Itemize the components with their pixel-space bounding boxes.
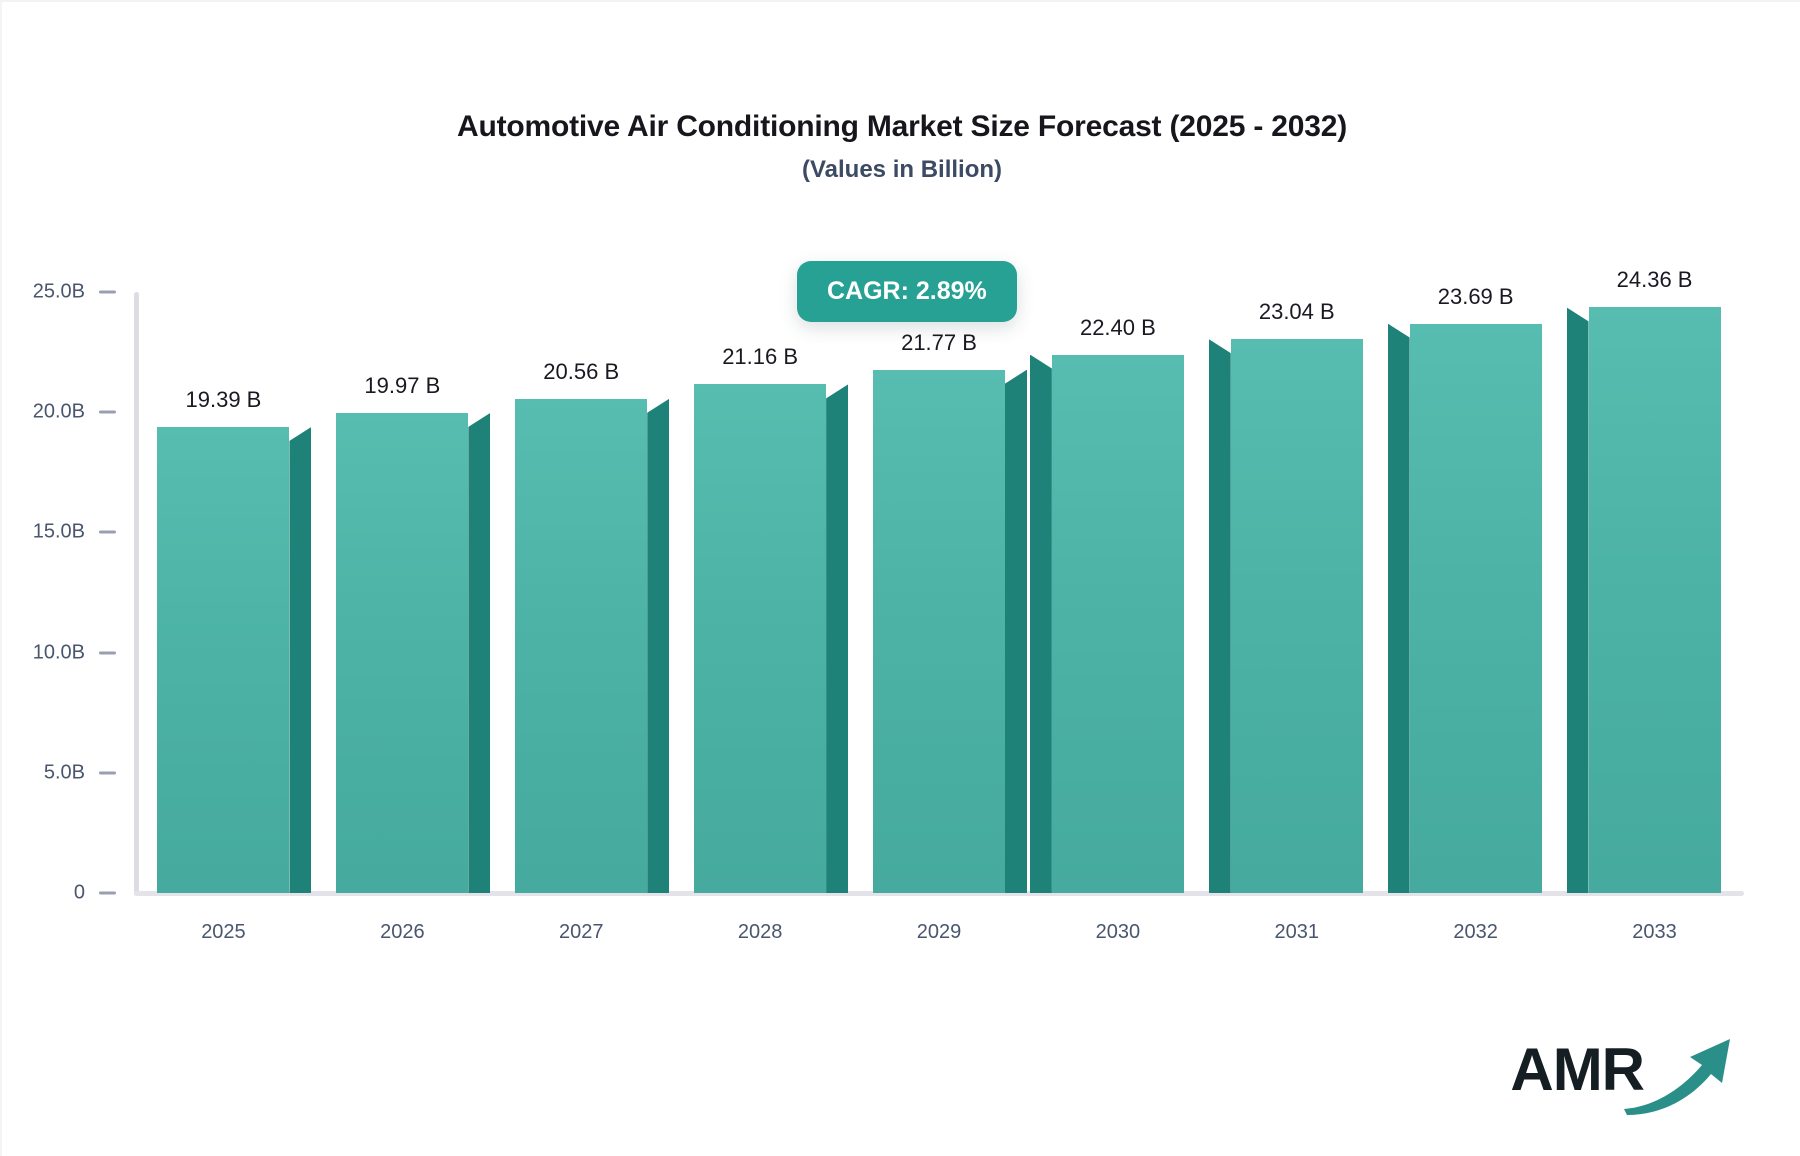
bar[interactable] [336,412,491,893]
y-axis-spine [134,292,139,896]
bar-value-label: 23.04 B [1258,299,1335,325]
x-axis-tick-label: 2025 [201,921,246,943]
cagr-badge: CAGR: 2.89% [797,261,1017,322]
y-axis-tick-mark [99,410,116,414]
x-axis-tick-label: 2032 [1453,921,1498,943]
bar[interactable] [1029,354,1184,893]
bar-value-label: 19.97 B [364,372,441,398]
bar-side-face [647,398,670,893]
x-axis-tick-label: 2028 [737,921,783,943]
bar-side-face [1029,354,1052,893]
bar-side-face [1005,369,1027,893]
y-axis-tick: 20.0B [11,401,134,424]
bar-side-face [1566,307,1589,893]
bar-group[interactable]: 23.69 B 2032 [1387,284,1542,943]
growth-arrow-icon [1618,1029,1738,1120]
bar-front-face [157,426,290,893]
y-axis-tick: 25.0B [11,281,134,304]
amr-wordmark: AMR [1510,1036,1645,1103]
bar-front-face [336,412,469,893]
bar-front-face [873,369,1005,893]
y-axis-tick-mark [99,290,116,294]
bar-series: 19.39 B 2025 19.97 B 2026 20.56 B 2027 21.16 B… [134,267,1744,943]
y-axis-tick-mark [99,651,116,655]
bar[interactable] [1387,323,1542,893]
x-axis-tick-label: 2030 [1095,921,1141,943]
chart-subtitle: (Values in Billion) [801,156,1003,183]
y-axis-tick-mark [99,891,116,895]
bar[interactable] [1566,307,1721,893]
bar-group[interactable]: 21.16 B 2028 [694,344,849,943]
x-axis-tick-label: 2033 [1632,921,1677,943]
bar-value-label: 21.77 B [901,329,977,355]
y-axis-tick-label: 5.0B [43,761,85,784]
bar-group[interactable]: 23.04 B 2031 [1208,299,1363,943]
x-axis-spine [134,891,1744,896]
y-axis-tick: 15.0B [11,521,134,544]
bar[interactable] [873,369,1027,893]
y-axis-tick-label: 15.0B [32,520,85,543]
bar-side-face [289,426,312,893]
y-axis-tick: 0 [11,882,134,905]
bar-group[interactable]: 22.40 B 2030 [1029,315,1184,943]
bar-side-face [1387,323,1410,893]
bar[interactable] [157,426,312,893]
bar-value-label: 22.40 B [1079,314,1156,340]
bar-value-label: 19.39 B [185,386,262,412]
bar-value-label: 20.56 B [543,358,620,384]
x-axis-tick-label: 2026 [380,921,425,943]
bar-group[interactable]: 19.97 B 2026 [336,373,491,943]
y-axis-tick-label: 20.0B [32,400,85,423]
bar-value-label: 23.69 B [1437,283,1514,309]
bar-group[interactable]: 21.77 B 2029 [873,330,1027,943]
y-axis-tick-mark [99,771,116,775]
y-axis-tick-label: 25.0B [32,280,85,303]
chart-title: Automotive Air Conditioning Market Size … [456,110,1348,143]
bar-front-face [1409,323,1542,893]
bar[interactable] [515,398,670,893]
y-axis-tick: 10.0B [11,641,134,664]
x-axis-tick-label: 2031 [1274,921,1320,943]
bar-side-face [1208,339,1231,893]
bar-side-face [826,384,849,893]
bar-value-label: 24.36 B [1616,267,1693,293]
bar-front-face [515,398,648,893]
bar-group[interactable]: 20.56 B 2027 [515,359,670,943]
plot-area: 25.0B 20.0B 15.0B 10.0B 5.0B 0 19.39 B 2025 19.… [33,267,1744,943]
bar[interactable] [694,384,849,893]
x-axis-tick-label: 2027 [558,921,604,943]
amr-logo: AMR [1510,1028,1738,1115]
bar-front-face [1230,339,1363,893]
bar[interactable] [1208,339,1363,893]
bar-side-face [468,412,491,893]
bar-front-face [1588,307,1721,893]
y-axis-tick-mark [99,530,116,534]
x-axis-tick-label: 2029 [916,921,962,943]
bar-group[interactable]: 24.36 B 2033 [1566,267,1721,943]
y-axis-tick: 5.0B [11,761,134,784]
bar-front-face [694,384,827,893]
bar-group[interactable]: 19.39 B 2025 [157,387,312,943]
bar-value-label: 21.16 B [722,344,799,370]
y-axis-tick-label: 10.0B [32,641,85,664]
y-axis-tick-label: 0 [73,881,85,904]
title-block: Automotive Air Conditioning Market Size … [2,110,1800,183]
bar-front-face [1051,354,1184,893]
